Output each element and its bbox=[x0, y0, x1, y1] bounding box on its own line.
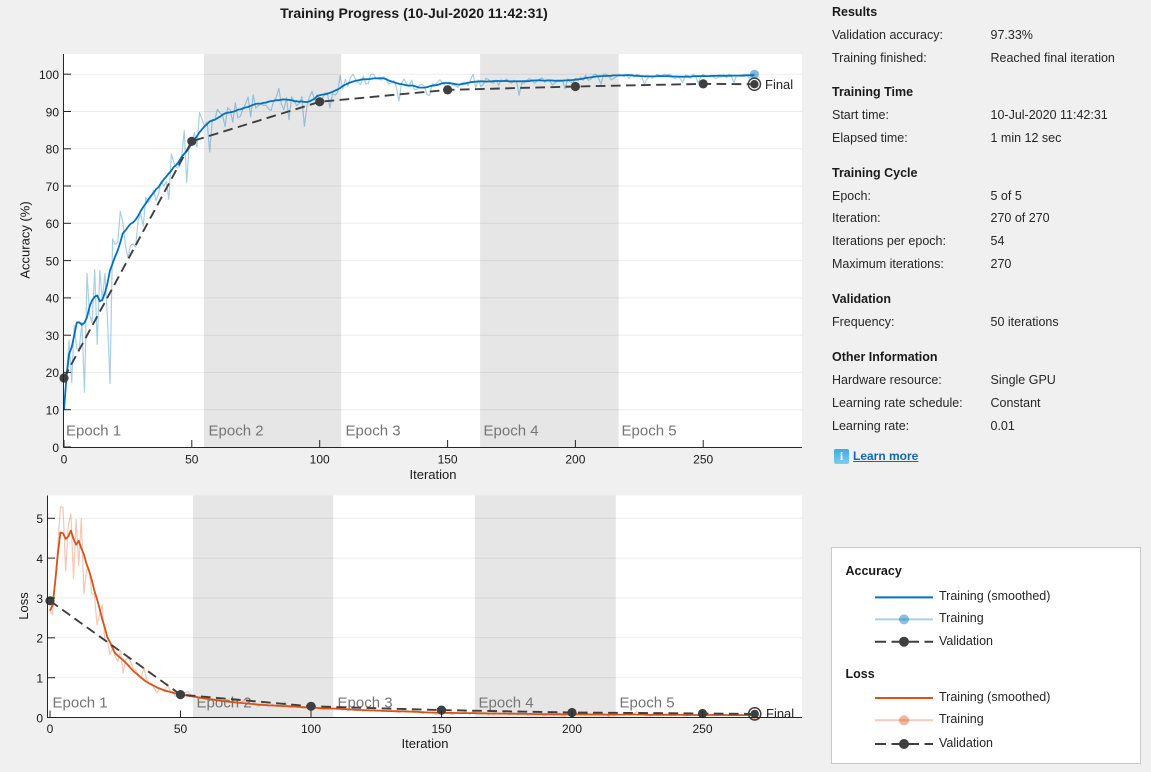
svg-text:150: 150 bbox=[438, 453, 458, 467]
svg-text:Epoch 1: Epoch 1 bbox=[66, 423, 121, 440]
svg-text:Epoch 3: Epoch 3 bbox=[346, 423, 401, 440]
svg-text:100: 100 bbox=[39, 68, 59, 82]
svg-text:2: 2 bbox=[36, 632, 43, 646]
svg-text:250: 250 bbox=[693, 453, 713, 467]
svg-text:50: 50 bbox=[46, 254, 60, 268]
svg-text:90: 90 bbox=[46, 105, 60, 119]
svg-text:Final: Final bbox=[765, 77, 793, 92]
svg-text:Epoch 5: Epoch 5 bbox=[620, 695, 675, 712]
svg-text:Epoch 3: Epoch 3 bbox=[338, 695, 393, 712]
svg-text:40: 40 bbox=[46, 292, 60, 306]
svg-text:Iteration: Iteration bbox=[410, 467, 457, 482]
svg-text:50: 50 bbox=[185, 453, 199, 467]
svg-text:200: 200 bbox=[565, 453, 585, 467]
svg-text:60: 60 bbox=[46, 217, 60, 231]
svg-text:5: 5 bbox=[36, 512, 43, 526]
svg-text:100: 100 bbox=[310, 453, 330, 467]
svg-text:0: 0 bbox=[61, 453, 68, 467]
svg-text:50: 50 bbox=[174, 722, 188, 736]
svg-text:100: 100 bbox=[301, 722, 321, 736]
svg-text:0: 0 bbox=[36, 711, 43, 725]
svg-text:Final: Final bbox=[766, 706, 794, 721]
svg-text:Epoch 4: Epoch 4 bbox=[479, 695, 534, 712]
svg-text:30: 30 bbox=[46, 329, 60, 343]
svg-text:20: 20 bbox=[46, 366, 60, 380]
svg-text:1: 1 bbox=[36, 672, 43, 686]
svg-text:150: 150 bbox=[431, 722, 451, 736]
svg-text:Loss: Loss bbox=[16, 592, 31, 620]
svg-text:10: 10 bbox=[46, 404, 60, 418]
svg-text:3: 3 bbox=[36, 592, 43, 606]
svg-text:Epoch 1: Epoch 1 bbox=[53, 695, 108, 712]
svg-text:Epoch 2: Epoch 2 bbox=[209, 423, 264, 440]
svg-text:Epoch 5: Epoch 5 bbox=[622, 423, 677, 440]
svg-text:Iteration: Iteration bbox=[402, 736, 449, 751]
svg-text:4: 4 bbox=[36, 552, 43, 566]
svg-text:Accuracy (%): Accuracy (%) bbox=[18, 201, 33, 278]
svg-text:0: 0 bbox=[47, 722, 54, 736]
svg-text:Epoch 4: Epoch 4 bbox=[484, 423, 539, 440]
svg-text:70: 70 bbox=[46, 180, 60, 194]
svg-text:200: 200 bbox=[562, 722, 582, 736]
svg-text:0: 0 bbox=[52, 441, 59, 455]
svg-text:250: 250 bbox=[692, 722, 712, 736]
svg-text:80: 80 bbox=[46, 143, 60, 157]
